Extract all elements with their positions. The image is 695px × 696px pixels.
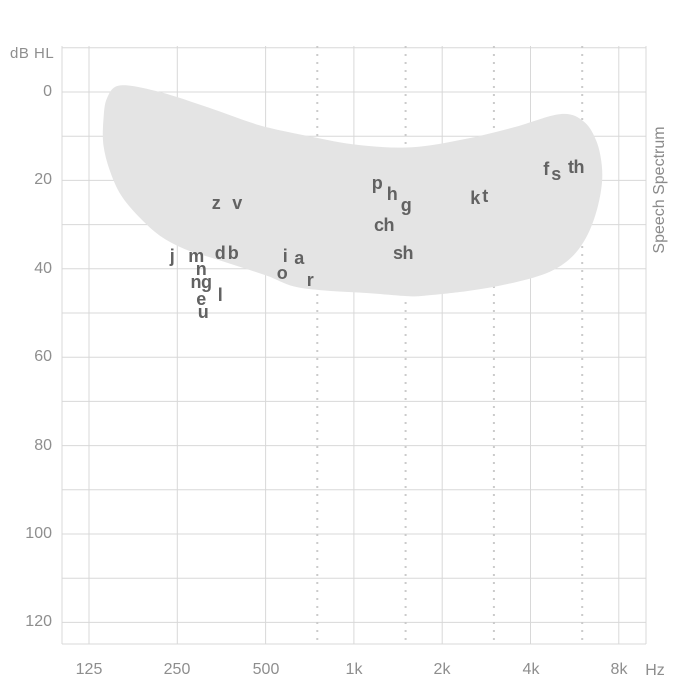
y-tick-label-40: 40 [34, 260, 52, 277]
y-tick-label-120: 120 [25, 613, 52, 630]
x-tick-label-4k: 4k [522, 661, 540, 678]
speech-spectrum-label: Speech Spectrum [651, 126, 668, 254]
y-tick-label-60: 60 [34, 348, 52, 365]
x-tick-label-2k: 2k [433, 661, 451, 678]
phoneme-label-v: v [232, 193, 242, 213]
phoneme-label-g: g [400, 195, 412, 215]
phoneme-label-b: b [227, 243, 239, 263]
phoneme-label-e: e [196, 289, 206, 309]
phoneme-label-f: f [543, 159, 549, 179]
phoneme-label-d: d [214, 243, 226, 263]
y-axis-title: dB HL [10, 45, 55, 62]
phoneme-label-p: p [371, 173, 383, 193]
phoneme-label-a: a [294, 248, 304, 268]
phoneme-label-z: z [211, 193, 221, 213]
x-tick-label-1k: 1k [345, 661, 363, 678]
phoneme-label-j: j [169, 246, 175, 266]
phoneme-label-o: o [276, 263, 288, 283]
phoneme-label-k: k [470, 188, 480, 208]
phoneme-label-t: t [482, 186, 488, 206]
x-tick-label-250: 250 [163, 661, 191, 678]
phoneme-label-sh: sh [392, 243, 414, 263]
grid-lines [61, 46, 647, 645]
speech-banana-region [102, 85, 603, 297]
phoneme-label-i: i [282, 246, 288, 266]
phoneme-label-r: r [306, 270, 314, 290]
phoneme-label-th: th [568, 157, 585, 177]
y-tick-label-100: 100 [25, 525, 52, 542]
phoneme-label-l: l [217, 285, 223, 305]
phoneme-label-n: n [195, 259, 207, 279]
phoneme-label-ng: ng [190, 272, 213, 292]
x-tick-label-125: 125 [75, 661, 103, 678]
x-axis-unit-label: Hz [645, 662, 665, 679]
phoneme-label-u: u [197, 302, 209, 322]
y-tick-label-80: 80 [34, 437, 52, 454]
x-tick-label-500: 500 [252, 661, 280, 678]
phoneme-label-s: s [551, 164, 561, 184]
phoneme-label-m: m [188, 246, 204, 266]
x-tick-label-8k: 8k [610, 661, 628, 678]
y-tick-label-0: 0 [43, 83, 52, 100]
phoneme-label-h: h [386, 184, 398, 204]
phoneme-label-ch: ch [373, 215, 395, 235]
y-tick-label-20: 20 [34, 171, 52, 188]
